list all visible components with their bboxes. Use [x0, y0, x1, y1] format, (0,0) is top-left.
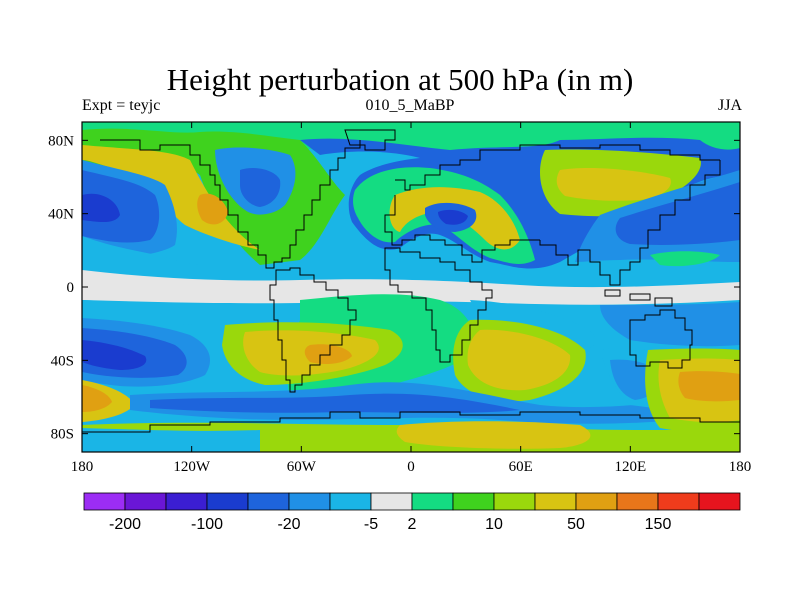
x-tick-label: 180	[71, 459, 94, 475]
colorbar-label: 50	[567, 516, 585, 533]
period-label: 010_5_MaBP	[365, 97, 455, 114]
field-contour	[700, 122, 740, 150]
coastline-asia-south	[539, 160, 721, 286]
field-contour	[82, 340, 147, 370]
coastline-south-america	[269, 267, 357, 393]
colorbar-swatch	[493, 492, 536, 511]
field-contour	[389, 187, 520, 250]
field-contour	[467, 329, 571, 391]
y-tick-label: 0	[67, 280, 75, 296]
x-tick-label: 120W	[173, 459, 211, 475]
field-contour	[82, 270, 740, 305]
colorbar-swatch	[657, 492, 700, 511]
colorbar-label: 10	[485, 516, 503, 533]
colorbar-label: -200	[109, 516, 141, 533]
coastline-greenland	[344, 129, 396, 151]
field-contour	[396, 421, 591, 449]
colorbar-swatch	[83, 492, 126, 511]
colorbar-swatch	[165, 492, 208, 511]
colorbar-swatch	[575, 492, 618, 511]
colorbar-label: -100	[191, 516, 223, 533]
coastlines	[82, 129, 740, 433]
coastline-indonesia	[604, 289, 673, 307]
colorbar-swatch	[329, 492, 372, 511]
colorbar-label: 2	[408, 516, 417, 533]
coastline-africa	[384, 247, 493, 363]
experiment-label: Expt = teyjc	[82, 97, 161, 114]
field-contour	[197, 193, 228, 225]
y-tick-label: 80N	[48, 133, 74, 149]
axis-ticks: 180 120W 60W 0 60E 120E 180 80N 40N 0 40S 80S	[48, 122, 751, 475]
x-tick-label: 60E	[509, 459, 533, 475]
colorbar-swatch	[534, 492, 577, 511]
coastline-north-america	[100, 139, 361, 269]
field-contour	[600, 302, 740, 347]
field-contour	[82, 193, 120, 223]
colorbar-swatch	[411, 492, 454, 511]
colorbar-swatch	[247, 492, 290, 511]
colorbar-swatch	[206, 492, 249, 511]
field-contour	[304, 344, 352, 364]
coastline-europe-south	[384, 195, 540, 263]
colorbar-swatch	[452, 492, 495, 511]
colorbar-swatch	[370, 492, 413, 511]
coastline-antarctica	[82, 411, 740, 433]
colorbar-label: -20	[277, 516, 300, 533]
field-contour	[82, 170, 160, 243]
y-tick-label: 40S	[51, 353, 74, 369]
x-tick-label: 60W	[287, 459, 317, 475]
field-contour	[240, 168, 281, 207]
season-label: JJA	[717, 97, 742, 114]
colorbar-swatch	[616, 492, 659, 511]
colorbar-swatch	[698, 492, 741, 511]
colorbar: -200 -100 -20 -5 2 10 50 150	[83, 492, 741, 533]
x-tick-label: 180	[729, 459, 752, 475]
field-contour	[615, 182, 740, 245]
field-contour	[82, 385, 112, 412]
colorbar-label: -5	[364, 516, 378, 533]
x-tick-label: 0	[407, 459, 415, 475]
colorbar-swatch	[288, 492, 331, 511]
colorbar-swatch	[124, 492, 167, 511]
field-contour	[556, 167, 671, 201]
x-tick-label: 120E	[614, 459, 646, 475]
colorbar-label: 150	[645, 516, 672, 533]
field-contour	[150, 393, 520, 413]
field-contour	[678, 371, 740, 402]
coastline-eurasia	[395, 144, 720, 191]
field-contour	[650, 251, 720, 267]
field-contour	[438, 209, 468, 225]
coastline-australia	[629, 309, 693, 369]
y-tick-label: 40N	[48, 207, 74, 223]
field-contour	[82, 428, 260, 452]
y-tick-label: 80S	[51, 427, 74, 443]
height-perturbation-field	[82, 122, 740, 452]
field-contour	[82, 236, 260, 283]
chart-title: Height perturbation at 500 hPa (in m)	[166, 62, 634, 97]
